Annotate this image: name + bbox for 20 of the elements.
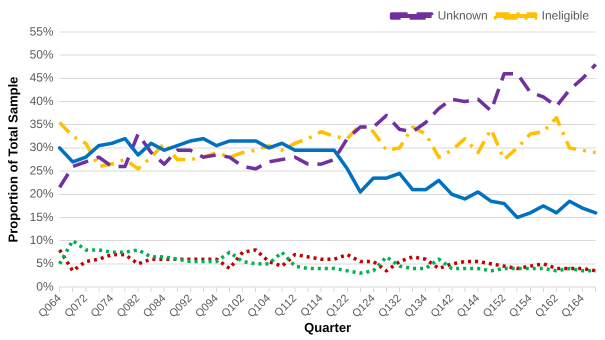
line-series — [58, 238, 598, 275]
y-tick-label: 25% — [30, 163, 54, 178]
y-tick-label: 10% — [30, 232, 54, 247]
y-tick-label: 5% — [36, 256, 54, 270]
y-tick-label: 20% — [30, 186, 54, 201]
line-series — [58, 248, 598, 273]
y-tick-label: 50% — [30, 48, 54, 62]
y-axis-title: Proportion of Total Sample — [5, 76, 20, 242]
y-tick-label: 15% — [30, 210, 54, 224]
y-tick-label: 35% — [30, 117, 54, 132]
y-tick-label: 45% — [30, 70, 54, 85]
legend-label: Ineligible — [542, 8, 590, 22]
line-series — [58, 62, 598, 190]
y-tick-label: 30% — [30, 140, 54, 154]
y-tick-label: 0% — [36, 279, 54, 294]
y-tick-label: 55% — [30, 24, 54, 38]
legend-label: Unknown — [438, 8, 488, 22]
y-tick-label: 40% — [30, 94, 54, 108]
x-axis-title: Quarter — [304, 320, 352, 335]
line-series — [58, 116, 598, 171]
